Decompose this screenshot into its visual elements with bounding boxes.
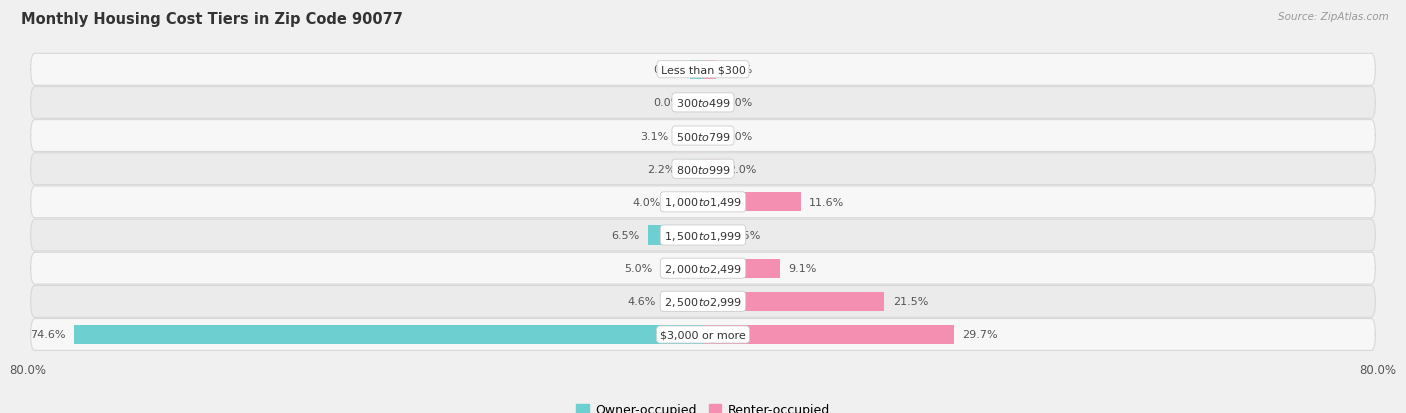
Text: 5.0%: 5.0% [624, 263, 652, 273]
FancyBboxPatch shape [31, 220, 1375, 252]
FancyBboxPatch shape [31, 87, 1375, 119]
FancyBboxPatch shape [31, 153, 1375, 185]
Legend: Owner-occupied, Renter-occupied: Owner-occupied, Renter-occupied [576, 403, 830, 413]
Bar [703, 292, 884, 311]
Text: 0.0%: 0.0% [724, 131, 752, 141]
Text: 0.0%: 0.0% [724, 98, 752, 108]
Text: 29.7%: 29.7% [962, 330, 998, 339]
Text: 0.0%: 0.0% [654, 65, 682, 75]
Text: $2,500 to $2,999: $2,500 to $2,999 [664, 295, 742, 308]
Text: 0.0%: 0.0% [654, 98, 682, 108]
Bar [73, 325, 703, 344]
Bar [676, 127, 703, 146]
Text: $1,000 to $1,499: $1,000 to $1,499 [664, 196, 742, 209]
Bar [703, 127, 716, 146]
Bar [648, 226, 703, 245]
Text: 4.6%: 4.6% [627, 297, 655, 306]
Text: 2.5%: 2.5% [733, 230, 761, 240]
Text: 6.5%: 6.5% [612, 230, 640, 240]
Text: Monthly Housing Cost Tiers in Zip Code 90077: Monthly Housing Cost Tiers in Zip Code 9… [21, 12, 404, 27]
FancyBboxPatch shape [31, 54, 1375, 86]
FancyBboxPatch shape [31, 319, 1375, 351]
Bar [661, 259, 703, 278]
Text: $800 to $999: $800 to $999 [675, 163, 731, 175]
Bar [703, 160, 720, 179]
Text: 2.2%: 2.2% [648, 164, 676, 174]
Text: $500 to $799: $500 to $799 [675, 130, 731, 142]
Bar [690, 94, 703, 113]
Bar [703, 259, 780, 278]
Bar [703, 325, 953, 344]
Bar [703, 60, 716, 80]
Text: 4.0%: 4.0% [633, 197, 661, 207]
Text: $2,000 to $2,499: $2,000 to $2,499 [664, 262, 742, 275]
Text: $300 to $499: $300 to $499 [675, 97, 731, 109]
Bar [690, 60, 703, 80]
Bar [703, 193, 801, 212]
Bar [703, 226, 724, 245]
Text: Less than $300: Less than $300 [661, 65, 745, 75]
Bar [703, 94, 716, 113]
FancyBboxPatch shape [31, 253, 1375, 285]
Text: 21.5%: 21.5% [893, 297, 928, 306]
Text: 11.6%: 11.6% [810, 197, 845, 207]
Text: 9.1%: 9.1% [789, 263, 817, 273]
Bar [685, 160, 703, 179]
Text: 2.0%: 2.0% [728, 164, 756, 174]
Text: 74.6%: 74.6% [30, 330, 65, 339]
Text: $3,000 or more: $3,000 or more [661, 330, 745, 339]
FancyBboxPatch shape [31, 286, 1375, 318]
Bar [664, 292, 703, 311]
Text: 0.0%: 0.0% [724, 65, 752, 75]
FancyBboxPatch shape [31, 120, 1375, 152]
FancyBboxPatch shape [31, 187, 1375, 218]
Text: Source: ZipAtlas.com: Source: ZipAtlas.com [1278, 12, 1389, 22]
Bar [669, 193, 703, 212]
Text: $1,500 to $1,999: $1,500 to $1,999 [664, 229, 742, 242]
Text: 3.1%: 3.1% [640, 131, 668, 141]
